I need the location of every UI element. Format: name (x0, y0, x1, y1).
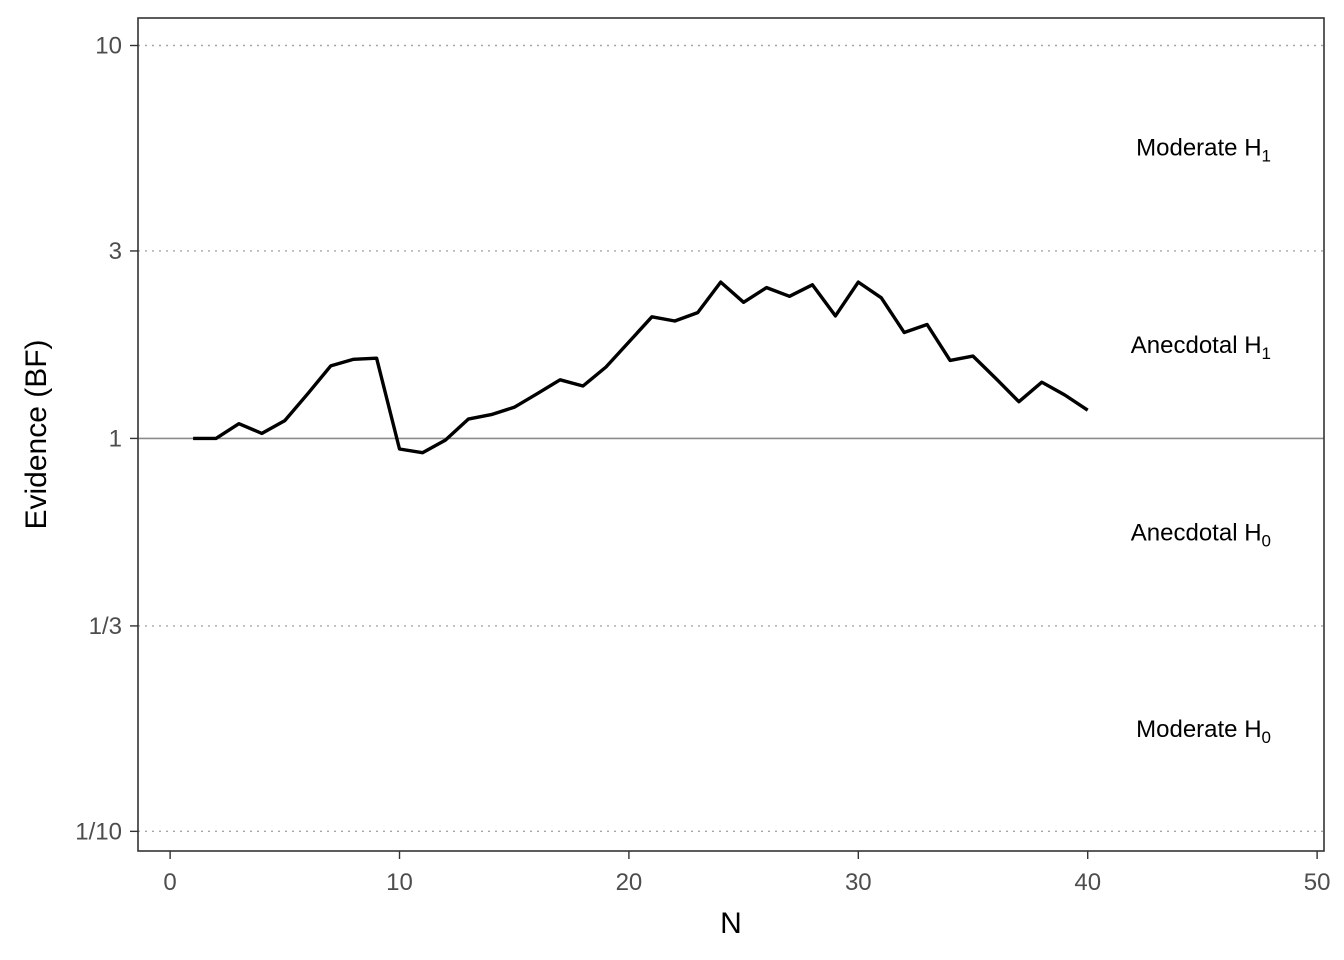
y-axis-title: Evidence (BF) (20, 339, 53, 529)
annotation-label: Moderate H (1136, 135, 1261, 162)
y-tick-label: 10 (95, 33, 122, 60)
x-tick-label: 20 (616, 869, 643, 896)
annotation-subscript: 1 (1262, 344, 1271, 363)
y-tick-label: 1/10 (75, 818, 122, 845)
annotation-subscript: 1 (1262, 147, 1271, 166)
y-tick-label: 3 (109, 238, 122, 265)
y-tick-label: 1 (109, 425, 122, 452)
x-tick-label: 40 (1074, 869, 1101, 896)
annotation-label: Anecdotal H (1131, 519, 1262, 546)
annotation-subscript: 0 (1262, 728, 1271, 747)
annotation-subscript: 0 (1262, 531, 1271, 550)
series-layer (193, 280, 1089, 455)
x-tick-label: 50 (1304, 869, 1331, 896)
series-line (193, 280, 1089, 455)
evidence-annotation: Moderate H0 (1136, 716, 1271, 747)
x-tick-label: 0 (163, 869, 176, 896)
x-tick-label: 30 (845, 869, 872, 896)
x-tick-label: 10 (386, 869, 413, 896)
x-axis-title: N (720, 907, 742, 940)
annotation-label: Moderate H (1136, 716, 1261, 743)
grid-layer (138, 44, 1324, 833)
y-axis: 10 3 1 1/3 1/10 (75, 33, 138, 845)
annotation-label: Anecdotal H (1131, 332, 1262, 359)
plot-frame (137, 17, 1325, 852)
evidence-annotation: Moderate H1 (1136, 135, 1271, 166)
x-axis: 0 10 20 30 40 50 (163, 851, 1330, 896)
evidence-annotation: Anecdotal H1 (1131, 332, 1271, 363)
evidence-annotation: Anecdotal H0 (1131, 519, 1271, 550)
y-tick-label: 1/3 (89, 613, 122, 640)
